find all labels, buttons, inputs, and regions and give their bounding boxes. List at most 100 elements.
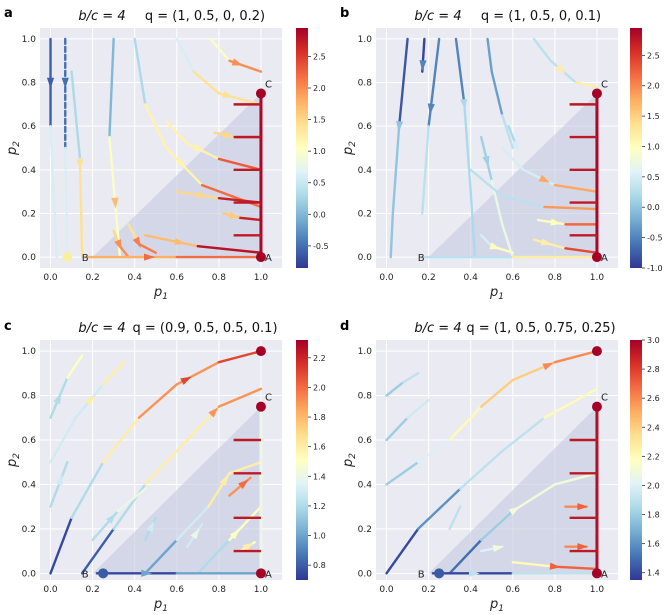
- streamline: [397, 37, 409, 128]
- x-tick-label: 0.4: [464, 585, 479, 595]
- x-tick-label: 1.0: [590, 585, 605, 595]
- colorbar-tick-label: 2.2: [647, 452, 660, 461]
- stream-arrow: [231, 58, 244, 66]
- x-tick-label: 0.6: [506, 585, 521, 595]
- y-tick-label: 0.0: [22, 253, 37, 263]
- y-axis-label: p2: [341, 453, 358, 468]
- y-tick-label: 0.6: [358, 436, 373, 446]
- x-tick-label: 0.8: [212, 585, 227, 595]
- colorbar-tick-label: 2.4: [647, 423, 660, 432]
- x-axis-label: p1: [153, 597, 168, 614]
- stream-arrow: [46, 77, 55, 89]
- y-tick-label: 0.8: [358, 392, 373, 402]
- streamline: [49, 416, 77, 464]
- streamline: [108, 37, 115, 139]
- streamline: [543, 387, 599, 419]
- x-tick-label: 0.8: [548, 585, 563, 595]
- streamline: [66, 354, 84, 379]
- colorbar-tick-label: 0.8: [313, 561, 326, 570]
- streamline: [389, 212, 395, 259]
- streamline: [133, 37, 147, 106]
- stream-arrow: [141, 569, 153, 577]
- streamline: [469, 168, 504, 198]
- point-label-c: C: [265, 79, 272, 90]
- streamline: [553, 183, 599, 193]
- fixed-point-marker: [255, 252, 266, 263]
- fixed-point-marker: [591, 346, 602, 357]
- point-label-c: C: [601, 79, 608, 90]
- stream-arrow: [511, 140, 519, 152]
- stream-arrow: [492, 545, 504, 553]
- stream-arrow: [229, 528, 240, 540]
- panel-c: A B C 0.0 0.2 0.4 0.6 0.8 1.0 0.0 0.2 0.4 0.6 0.8 1.0 p…: [4, 319, 326, 614]
- shaded-region: [92, 93, 261, 258]
- streamline: [501, 194, 546, 209]
- streamline: [448, 405, 483, 442]
- stream-arrow: [190, 528, 200, 540]
- colorbar-tick-label: 1.4: [647, 569, 660, 578]
- panel-d: A B C 0.0 0.2 0.4 0.6 0.8 1.0 0.0 0.2 0.4 0.6 0.8 1.0 p…: [340, 319, 660, 614]
- colorbar-tick-label: 1.6: [313, 443, 326, 452]
- stream-arrow: [85, 394, 95, 406]
- point-label-b: B: [82, 253, 89, 264]
- colorbar: [296, 28, 308, 268]
- y-tick-label: 0.0: [358, 569, 373, 579]
- colorbar-tick-label: 1.8: [313, 413, 326, 422]
- streamline: [53, 212, 59, 259]
- point-label-b: B: [418, 253, 425, 264]
- y-axis-label: p2: [341, 141, 358, 156]
- streamline: [217, 387, 263, 408]
- fixed-point-marker: [255, 88, 266, 99]
- colorbar-tick-label: -0.5: [313, 242, 329, 251]
- point-label-a: A: [601, 569, 608, 580]
- colorbar-tick-label: 2.2: [313, 354, 326, 363]
- streamline: [421, 124, 430, 215]
- colorbar-tick-label: 3.0: [647, 336, 660, 345]
- stream-arrow: [396, 120, 404, 133]
- stream-arrow: [132, 236, 141, 248]
- stream-arrow: [427, 103, 435, 115]
- streamline: [402, 372, 420, 384]
- y-tick-label: 0.0: [22, 569, 37, 579]
- stream-arrow: [482, 155, 490, 168]
- point-label-a: A: [601, 253, 608, 264]
- fixed-point-marker: [591, 252, 602, 263]
- stream-arrow: [538, 174, 551, 183]
- stream-arrow: [460, 98, 468, 111]
- colorbar-tick-label: 1.4: [313, 472, 326, 481]
- y-tick-label: 0.4: [22, 166, 37, 176]
- fixed-point-marker: [255, 346, 266, 357]
- y-tick-label: 1.0: [22, 35, 37, 45]
- stream-arrow: [577, 543, 589, 551]
- title-bc: b/c = 4: [414, 321, 461, 336]
- colorbar: [296, 340, 308, 580]
- stream-arrow: [540, 238, 553, 246]
- x-tick-label: 0.8: [548, 273, 563, 283]
- colorbar: [630, 340, 642, 580]
- streamline: [486, 37, 493, 73]
- streamline: [480, 509, 514, 542]
- panel-b: A B C 0.0 0.2 0.4 0.6 0.8 1.0 0.0 0.2 0.4 0.6 0.8 1.0 p…: [340, 6, 663, 302]
- x-tick-label: 0.2: [421, 273, 435, 283]
- x-tick-label: 0.6: [170, 585, 185, 595]
- stream-arrow: [114, 239, 122, 251]
- streamline: [553, 349, 599, 364]
- streamline: [574, 81, 599, 89]
- x-axis-label: p1: [489, 597, 504, 614]
- y-tick-label: 0.2: [358, 525, 372, 535]
- colorbar-tick-label: 2.0: [313, 84, 326, 93]
- stream-arrow: [222, 91, 234, 99]
- title-q: q = (0.9, 0.5, 0.5, 0.1): [132, 321, 277, 336]
- stream-arrow: [228, 211, 241, 219]
- x-tick-label: 1.0: [590, 273, 605, 283]
- shaded-region: [92, 406, 261, 574]
- x-tick-label: 0.8: [212, 273, 227, 283]
- title-q: q = (1, 0.5, 0, 0.2): [145, 9, 265, 24]
- point-label-b: B: [418, 569, 425, 580]
- x-tick-label: 0.4: [464, 273, 479, 283]
- stream-arrow: [242, 542, 254, 552]
- fixed-point-marker: [591, 88, 602, 99]
- colorbar-tick-label: 1.0: [313, 147, 326, 156]
- streamline: [108, 135, 122, 259]
- streamline: [175, 505, 210, 542]
